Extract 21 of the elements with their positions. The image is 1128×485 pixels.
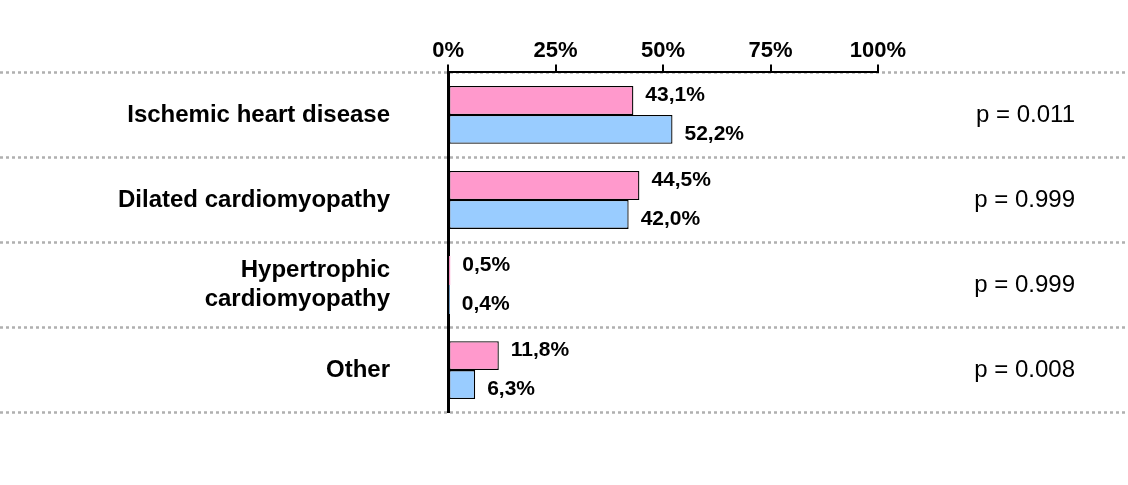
x-tick-label: 50% <box>641 37 686 63</box>
data-label: 44,5% <box>651 167 712 191</box>
x-tick-label: 0% <box>432 37 464 63</box>
y-tick-label: Hypertrophic cardiomyopathy <box>204 255 391 312</box>
y-tick-label: Dilated cardiomyopathy <box>118 184 391 212</box>
text: p = 0.999 <box>974 184 1075 212</box>
data-label: 43,1% <box>645 82 706 106</box>
text: p = 0.008 <box>974 354 1075 382</box>
text: p = 0.011 <box>976 99 1075 127</box>
y-tick-label: Other <box>326 354 391 382</box>
x-tick-label: 25% <box>533 37 578 63</box>
data-label: 11,8% <box>510 337 570 361</box>
data-label: 42,0% <box>640 206 701 230</box>
data-label: 0,5% <box>462 252 511 276</box>
x-tick-label: 100% <box>849 37 907 63</box>
data-label: 0,4% <box>461 291 510 315</box>
x-tick-label: 75% <box>748 37 793 63</box>
data-label: 52,2% <box>684 121 745 145</box>
text: p = 0.999 <box>974 269 1075 297</box>
data-label: 6,3% <box>487 376 536 400</box>
y-tick-label: Ischemic heart disease <box>127 99 391 127</box>
